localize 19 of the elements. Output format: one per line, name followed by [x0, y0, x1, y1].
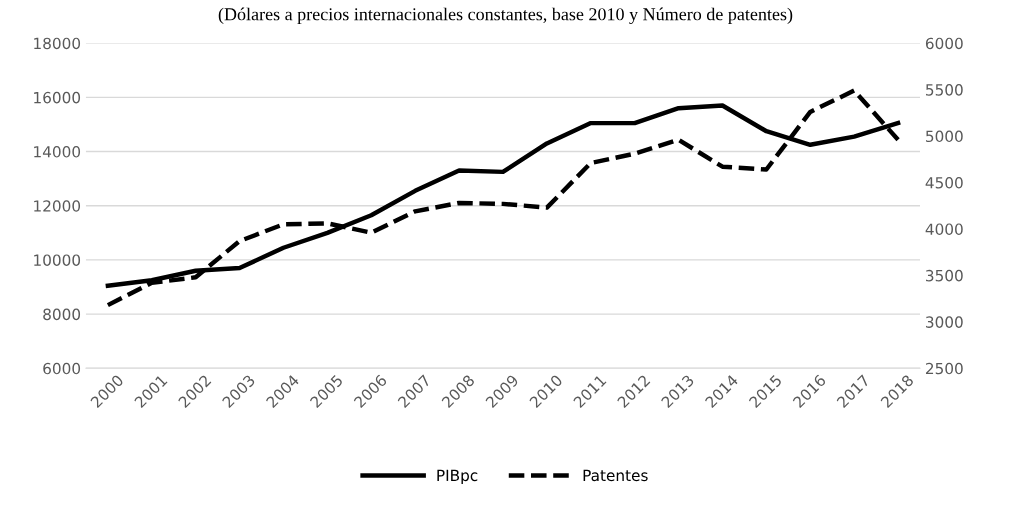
legend-label: Patentes: [583, 469, 648, 482]
y2-tick-label: 2500: [925, 362, 963, 375]
y-tick-label: 6000: [43, 362, 81, 375]
y2-tick-label: 5500: [926, 84, 963, 96]
legend-label: PIBpc: [437, 469, 478, 485]
line-series: [105, 88, 901, 308]
y2-tick-label: 4500: [925, 176, 963, 189]
chart-title: (Dólares a precios internacionales constantes, base 2010 y Número de patentes): [218, 7, 793, 25]
y2-tick-label: 3000: [926, 316, 963, 328]
y-tick-label: 10000: [34, 254, 81, 266]
y2-tick-label: 5000: [926, 130, 963, 143]
y2-tick-label: 6000: [925, 37, 963, 50]
y-tick-label: 14000: [34, 146, 81, 158]
y2-tick-label: 4000: [925, 223, 963, 235]
y-tick-label: 18000: [34, 37, 81, 50]
y-tick-label: 8000: [43, 308, 81, 321]
y-tick-label: 12000: [34, 200, 81, 212]
y-tick-label: 16000: [34, 91, 81, 104]
y2-tick-label: 3500: [926, 269, 963, 282]
